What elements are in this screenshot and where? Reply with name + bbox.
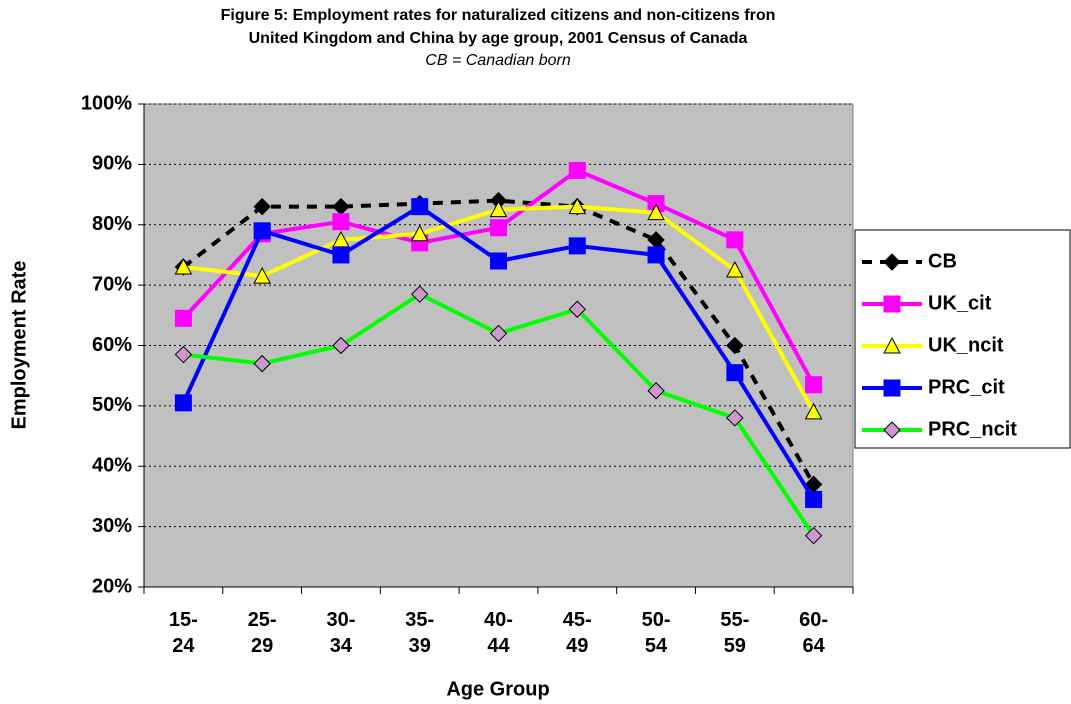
legend-marker xyxy=(883,421,901,439)
data-point xyxy=(174,257,193,275)
y-tick-label: 50% xyxy=(92,394,132,416)
data-point xyxy=(253,197,271,216)
legend-marker xyxy=(883,253,901,271)
legend-marker xyxy=(883,295,901,313)
data-point xyxy=(805,490,823,508)
legend-label: PRC_ncit xyxy=(928,418,1017,440)
data-point xyxy=(332,246,350,264)
data-point xyxy=(726,364,744,382)
data-point xyxy=(568,300,586,318)
x-tick-label: 50-54 xyxy=(641,609,671,657)
data-point xyxy=(804,526,823,545)
data-point xyxy=(411,198,429,216)
x-tick-label: 60-64 xyxy=(799,609,829,657)
x-tick-label: 55-59 xyxy=(720,609,750,657)
chart-title: United Kingdom and China by age group, 2… xyxy=(249,30,748,47)
legend-label: CB xyxy=(928,250,957,272)
y-tick-label: 20% xyxy=(92,575,132,597)
x-tick-label: 15-24 xyxy=(168,609,198,657)
x-tick-label: 50-54 xyxy=(641,609,671,657)
x-tick-label: 40-44 xyxy=(484,609,513,657)
data-point xyxy=(332,213,350,231)
y-tick-label: 70% xyxy=(92,273,132,295)
data-point xyxy=(410,224,429,242)
y-axis-label: Employment Rate xyxy=(8,261,30,430)
x-tick-label: 35-39 xyxy=(405,609,435,657)
data-point xyxy=(332,336,350,355)
x-tick-label: 15-24 xyxy=(168,609,198,657)
data-point xyxy=(647,382,665,400)
chart-title: Figure 5: Employment rates for naturaliz… xyxy=(221,7,776,24)
legend-marker xyxy=(883,379,901,397)
data-point xyxy=(726,336,744,355)
x-tick-label: 30-34 xyxy=(326,609,356,657)
x-tick-label: 35-39 xyxy=(405,609,435,657)
data-point xyxy=(725,260,744,278)
data-point xyxy=(568,197,587,215)
data-point xyxy=(805,376,823,394)
x-tick-label: 55-59 xyxy=(720,609,750,657)
data-point xyxy=(174,309,192,327)
data-point xyxy=(174,345,193,364)
chart-subtitle: CB = Canadian born xyxy=(425,52,571,69)
data-point xyxy=(490,219,507,237)
data-point xyxy=(411,285,429,303)
y-tick-label: 100% xyxy=(81,92,132,114)
x-axis-label: Age Group xyxy=(446,678,549,700)
data-point xyxy=(726,409,744,427)
data-point xyxy=(568,161,586,179)
y-tick-label: 30% xyxy=(92,515,132,537)
data-point xyxy=(647,246,665,264)
legend-marker xyxy=(883,336,901,354)
x-tick-label: 45-49 xyxy=(562,609,592,657)
data-point xyxy=(253,267,271,284)
x-tick-label: 45-49 xyxy=(562,609,592,657)
data-point xyxy=(174,394,192,412)
data-point xyxy=(647,203,665,221)
x-tick-label: 60-64 xyxy=(799,609,829,657)
x-tick-label: 25-29 xyxy=(247,609,277,657)
x-tick-label: 25-29 xyxy=(247,609,277,657)
y-tick-label: 90% xyxy=(92,153,132,175)
y-tick-label: 40% xyxy=(92,455,132,477)
data-point xyxy=(726,231,744,249)
data-point xyxy=(489,200,508,218)
legend-label: UK_cit xyxy=(928,292,992,314)
y-tick-label: 80% xyxy=(92,213,132,235)
data-point xyxy=(568,237,586,255)
x-tick-label: 30-34 xyxy=(326,609,356,657)
data-point xyxy=(490,252,507,270)
data-point xyxy=(804,402,823,420)
y-tick-label: 60% xyxy=(92,334,132,356)
legend-label: PRC_cit xyxy=(928,376,1005,398)
data-point xyxy=(253,222,271,240)
data-point xyxy=(253,354,271,373)
data-point xyxy=(489,324,508,343)
x-tick-label: 40-44 xyxy=(484,609,513,657)
legend-label: UK_ncit xyxy=(928,334,1004,356)
